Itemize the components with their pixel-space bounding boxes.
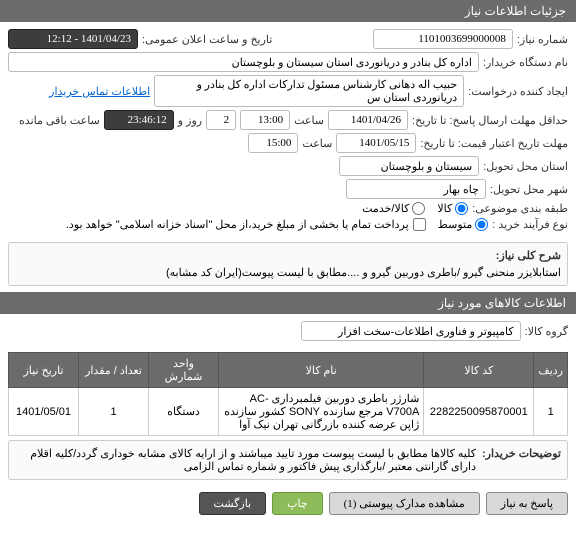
desc-label: شرح کلی نیاز: [496, 250, 561, 262]
category-radio-service[interactable]: کالا/خدمت [362, 202, 425, 215]
items-header: اطلاعات کالاهای مورد نیاز [0, 292, 576, 314]
buyer-org-value: اداره کل بنادر و دریانوردی استان سیستان … [8, 52, 479, 72]
cell-unit: دستگاه [149, 388, 219, 436]
back-button[interactable]: بازگشت [199, 492, 267, 515]
cell-index: 1 [534, 388, 568, 436]
buyer-notes-box: توضیحات خریدار: کلیه کالاها مطابق با لیس… [8, 440, 568, 480]
purchase-type-label: نوع فرآیند خرید : [492, 218, 568, 231]
purchase-type-radio[interactable]: متوسط [438, 218, 489, 231]
purchase-type-radio-input[interactable] [475, 218, 488, 231]
treasury-checkbox-input[interactable] [413, 218, 426, 231]
treasury-checkbox[interactable]: پرداخت تمام یا بخشی از مبلغ خرید،از محل … [66, 218, 426, 231]
deadline-label: حداقل مهلت ارسال پاسخ: تا تاریخ: [412, 114, 568, 127]
attachments-button[interactable]: مشاهده مدارک پیوستی (1) [329, 492, 480, 515]
deadline-days-label: روز و [178, 114, 202, 127]
buyer-contact-link[interactable]: اطلاعات تماس خریدار [49, 85, 150, 98]
page-title: جزئیات اطلاعات نیاز [465, 4, 566, 18]
requester-label: ایجاد کننده درخواست: [468, 85, 568, 98]
deadline-remain: ساعت باقی مانده [19, 114, 100, 127]
notes-value: کلیه کالاها مطابق با لیست پیوست مورد تای… [15, 447, 476, 473]
category-opt2: کالا/خدمت [362, 202, 409, 215]
treasury-note: پرداخت تمام یا بخشی از مبلغ خرید،از محل … [66, 218, 409, 231]
deadline-date: 1401/04/26 [328, 110, 408, 130]
col-date: تاریخ نیاز [9, 353, 79, 388]
table-header-row: ردیف کد کالا نام کالا واحد شمارش تعداد /… [9, 353, 568, 388]
group-value: کامپیوتر و فناوری اطلاعات-سخت افزار [301, 321, 521, 341]
price-valid-time: 15:00 [248, 133, 298, 153]
cell-date: 1401/05/01 [9, 388, 79, 436]
province-label: استان محل تحویل: [483, 160, 568, 173]
deadline-time: 13:00 [240, 110, 290, 130]
notes-label: توضیحات خریدار: [482, 447, 561, 473]
price-valid-time-label: ساعت [302, 137, 332, 150]
price-valid-label: مهلت تاریخ اعتبار قیمت: تا تاریخ: [420, 137, 568, 150]
print-button[interactable]: چاپ [272, 492, 323, 515]
reply-button[interactable]: پاسخ به نیاز [486, 492, 568, 515]
col-name: نام کالا [219, 353, 424, 388]
cell-name: شارژر باطری دوربین فیلمبرداری AC-V700A م… [219, 388, 424, 436]
group-label: گروه کالا: [525, 325, 568, 338]
city-value: چاه بهار [346, 179, 486, 199]
deadline-time-label: ساعت [294, 114, 324, 127]
general-desc-box: شرح کلی نیاز: استابلایزر منحنی گیرو /باط… [8, 242, 568, 286]
items-table: ردیف کد کالا نام کالا واحد شمارش تعداد /… [8, 352, 568, 436]
table-row: 1 2282250095870001 شارژر باطری دوربین فی… [9, 388, 568, 436]
need-number-value: 1101003699000008 [373, 29, 513, 49]
deadline-days: 2 [206, 110, 236, 130]
buyer-org-label: نام دستگاه خریدار: [483, 56, 568, 69]
col-index: ردیف [534, 353, 568, 388]
deadline-countdown: 23:46:12 [104, 110, 174, 130]
category-radio-service-input[interactable] [412, 202, 425, 215]
price-valid-date: 1401/05/15 [336, 133, 416, 153]
need-number-label: شماره نیاز: [517, 33, 568, 46]
purchase-type-opt1: متوسط [438, 218, 473, 231]
col-unit: واحد شمارش [149, 353, 219, 388]
announce-label: تاریخ و ساعت اعلان عمومی: [142, 33, 272, 46]
province-value: سیستان و بلوچستان [339, 156, 479, 176]
col-code: کد کالا [424, 353, 534, 388]
page-header: جزئیات اطلاعات نیاز [0, 0, 576, 22]
button-row: پاسخ به نیاز مشاهده مدارک پیوستی (1) چاپ… [0, 484, 576, 523]
category-radio-goods[interactable]: کالا [437, 202, 468, 215]
category-label: طبقه بندی موضوعی: [472, 202, 568, 215]
cell-code: 2282250095870001 [424, 388, 534, 436]
items-header-text: اطلاعات کالاهای مورد نیاز [438, 296, 566, 310]
city-label: شهر محل تحویل: [490, 183, 568, 196]
category-opt1: کالا [437, 202, 452, 215]
cell-qty: 1 [79, 388, 149, 436]
requester-value: حبیب اله دهانی کارشناس مسئول تدارکات ادا… [154, 75, 464, 107]
desc-value: استابلایزر منحنی گیرو /باطری دوربین گیرو… [166, 267, 561, 279]
announce-value: 1401/04/23 - 12:12 [8, 29, 138, 49]
category-radio-goods-input[interactable] [455, 202, 468, 215]
col-qty: تعداد / مقدار [79, 353, 149, 388]
